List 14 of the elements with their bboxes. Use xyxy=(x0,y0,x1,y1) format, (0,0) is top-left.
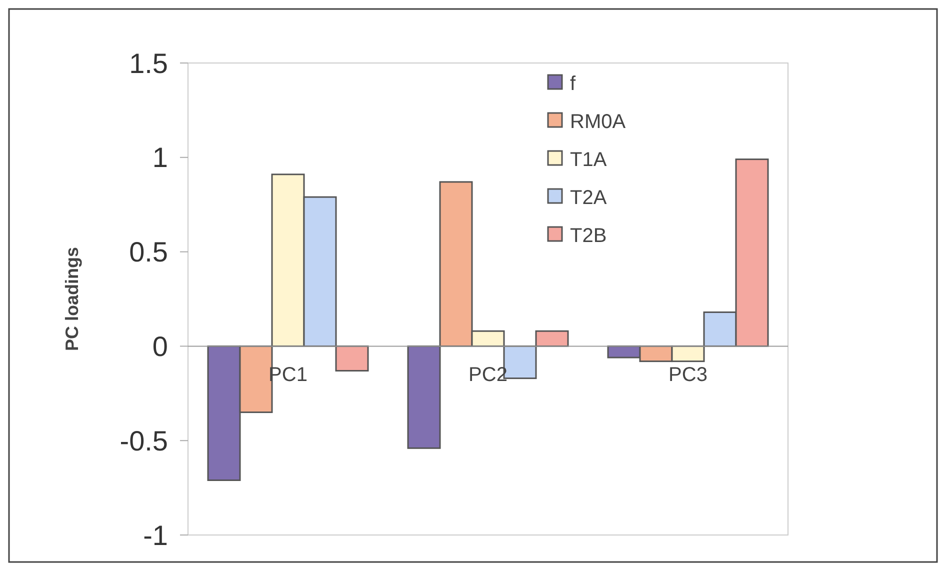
legend-label: T2A xyxy=(570,187,608,209)
legend-label: T2B xyxy=(570,225,607,247)
y-tick-label: 1.5 xyxy=(129,48,168,79)
y-tick-label: 0.5 xyxy=(129,236,168,268)
x-tick-label: PC2 xyxy=(468,364,508,386)
legend-label: T1A xyxy=(570,149,608,171)
legend-label: RM0A xyxy=(570,111,626,133)
x-tick-label: PC3 xyxy=(668,364,708,386)
legend-label: f xyxy=(570,73,576,95)
y-tick-label: 0 xyxy=(152,331,168,362)
y-tick-label: -0.5 xyxy=(120,425,168,456)
y-tick-label: -1 xyxy=(143,520,168,551)
y-tick-label: 1 xyxy=(152,142,168,174)
y-axis-title: PC loadings xyxy=(62,246,82,352)
